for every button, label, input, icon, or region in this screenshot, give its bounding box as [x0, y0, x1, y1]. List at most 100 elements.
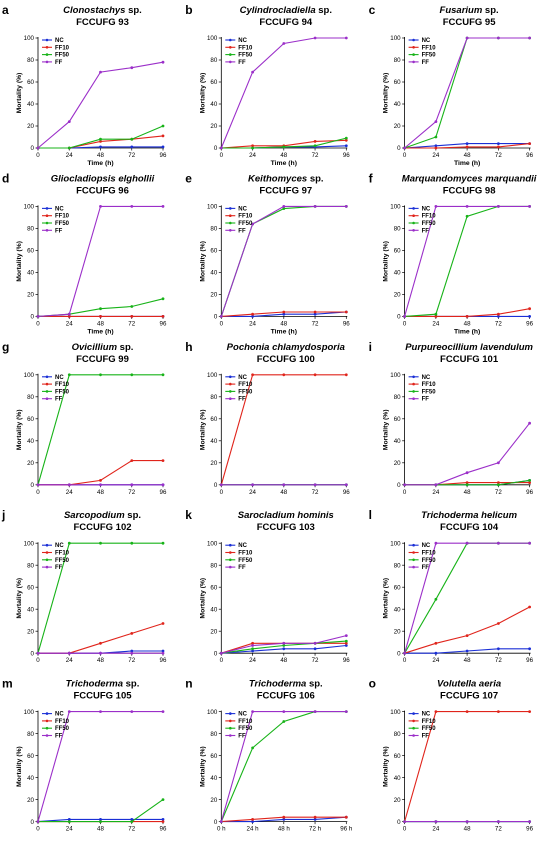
y-tick-label: 20 [210, 797, 217, 804]
data-point-ff [251, 222, 254, 226]
y-tick-label: 40 [210, 438, 217, 445]
x-tick-label: 72 [495, 826, 502, 833]
legend-marker-ff10 [412, 214, 415, 217]
data-point-ff [344, 634, 348, 637]
data-point-ff50 [313, 144, 317, 148]
x-tick-label: 72 [312, 152, 319, 159]
legend-marker-ff10 [412, 719, 415, 723]
legend-marker-ff [412, 60, 415, 64]
data-point-ff10 [528, 142, 531, 146]
chart-title: Trichoderma helicum [421, 510, 517, 521]
panel-letter: j [1, 508, 5, 522]
x-tick-label: 72 [128, 657, 135, 664]
chart-title: Cylindrocladiella sp. [240, 5, 332, 16]
y-tick-label: 80 [210, 394, 217, 401]
data-point-ff10 [313, 373, 317, 377]
legend-label-ff10: FF10 [422, 551, 437, 557]
data-point-ff10 [344, 815, 348, 819]
legend-marker-ff50 [412, 558, 415, 562]
legend-label-ff: FF [422, 228, 430, 234]
data-point-ff [497, 461, 500, 465]
legend-label-ff: FF [238, 397, 246, 403]
legend-marker-ff50 [45, 390, 49, 393]
data-point-ff50 [161, 373, 165, 377]
data-point-ff [465, 541, 469, 545]
data-point-ff10 [528, 481, 531, 484]
panel-letter: b [185, 3, 192, 17]
data-point-ff50 [130, 541, 134, 545]
data-point-ff [251, 70, 254, 74]
legend-label-ff50: FF50 [55, 726, 70, 732]
data-point-ff [219, 820, 223, 823]
y-tick-label: 60 [394, 753, 401, 760]
y-axis-label: Mortality (%) [383, 746, 390, 787]
legend-marker-nc [229, 375, 232, 379]
panel-letter: h [185, 340, 192, 354]
legend-marker-ff50 [229, 53, 232, 56]
y-tick-label: 100 [390, 35, 401, 42]
y-axis-label: Mortality (%) [16, 746, 23, 787]
x-tick-label: 72 [128, 152, 135, 159]
x-tick-label: 48 [464, 152, 471, 159]
y-tick-label: 20 [27, 292, 34, 299]
x-tick-label: 96 [526, 320, 533, 327]
data-point-ff50 [465, 214, 469, 218]
legend-marker-ff10 [229, 214, 232, 217]
x-tick-label: 0 [403, 826, 407, 833]
y-tick-label: 0 [31, 650, 35, 657]
data-point-nc [465, 649, 469, 653]
y-tick-label: 20 [27, 123, 34, 130]
legend-marker-nc [45, 543, 49, 547]
y-tick-label: 40 [27, 101, 34, 108]
y-tick-label: 0 [31, 482, 35, 489]
panel-letter: a [2, 3, 9, 17]
data-point-ff [67, 710, 71, 713]
legend-label-ff: FF [422, 734, 430, 740]
data-point-ff10 [344, 138, 348, 142]
y-tick-label: 80 [27, 394, 34, 401]
data-point-ff10 [161, 459, 165, 462]
data-point-ff [403, 483, 406, 487]
data-point-ff [282, 483, 286, 487]
legend-marker-ff50 [45, 558, 49, 562]
data-point-ff [219, 315, 223, 318]
data-point-ff50 [465, 483, 469, 487]
chart-panel-e: e Keithomyces sp.FCCUFG 97 0 20 40 60 80 100 0 24… [185, 171, 350, 335]
data-point-ff [36, 651, 40, 655]
x-tick-label: 0 [220, 152, 224, 159]
data-point-ff50 [434, 597, 438, 601]
panel-letter: f [369, 171, 374, 185]
x-tick-label: 24 [432, 826, 439, 833]
data-point-ff [497, 820, 500, 823]
data-point-nc [497, 142, 500, 146]
legend-marker-ff10 [412, 551, 415, 554]
legend-marker-ff10 [45, 382, 49, 386]
data-point-ff [67, 483, 71, 487]
y-tick-label: 100 [24, 709, 35, 716]
y-axis-label: Mortality (%) [16, 241, 23, 282]
data-point-ff50 [130, 820, 134, 823]
data-point-ff10 [344, 373, 348, 377]
legend-label-nc: NC [422, 543, 431, 549]
legend-marker-ff [229, 60, 232, 64]
y-tick-label: 0 [397, 819, 401, 826]
x-tick-label: 72 h [309, 826, 322, 833]
y-tick-label: 40 [394, 775, 401, 782]
y-axis-label: Mortality (%) [199, 73, 206, 114]
y-tick-label: 40 [210, 270, 217, 277]
y-tick-label: 0 [214, 819, 218, 826]
data-point-ff10 [99, 479, 102, 482]
legend-label-nc: NC [238, 543, 247, 549]
data-point-ff [219, 651, 223, 655]
x-tick-label: 96 [160, 320, 167, 327]
data-point-ff50 [344, 136, 348, 140]
data-point-ff50 [130, 305, 134, 308]
y-tick-label: 80 [394, 394, 401, 401]
legend-label-ff50: FF50 [238, 53, 253, 59]
data-point-ff10 [313, 815, 317, 819]
y-tick-label: 100 [390, 709, 401, 716]
legend-marker-ff [229, 397, 232, 400]
y-tick-label: 60 [394, 248, 401, 255]
chart-title: Trichoderma sp. [66, 679, 140, 690]
